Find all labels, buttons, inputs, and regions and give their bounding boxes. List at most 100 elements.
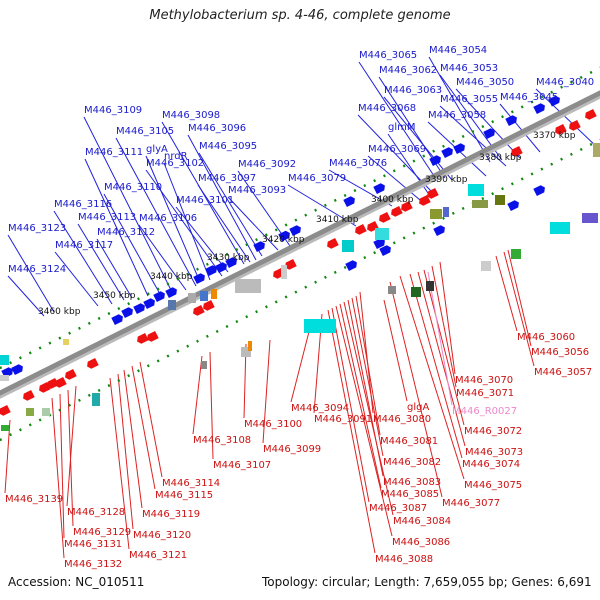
reverse-label-m446-3085: M446_3085 (381, 489, 439, 500)
reverse-label-m446-3072: M446_3072 (464, 426, 522, 437)
forward-label-m446-3116: M446_3116 (54, 199, 112, 210)
forward-label-m446-3124: M446_3124 (8, 264, 66, 275)
reverse-leader (331, 307, 370, 503)
reverse-label-m446-3119: M446_3119 (142, 509, 200, 520)
forward-leader (7, 275, 45, 317)
forward-label-glmm: glmM (388, 122, 416, 133)
reverse-leader (131, 365, 156, 490)
forward-gene-arrow (345, 260, 357, 272)
reverse-leader (192, 355, 203, 435)
reverse-label-m446-3075: M446_3075 (464, 480, 522, 491)
feature-block (426, 281, 434, 291)
feature-block (168, 300, 176, 310)
ruler-label-3390-kbp: 3390 kbp (425, 175, 468, 185)
feature-block (443, 207, 449, 217)
forward-label-nrdr: nrdR (164, 151, 188, 162)
reverse-gene-arrow (427, 187, 439, 199)
forward-gene-arrow (379, 245, 391, 257)
label-leader-lines (4, 56, 599, 559)
reverse-gene-arrow (65, 368, 77, 380)
forward-label-m446-3093: M446_3093 (228, 185, 286, 196)
reverse-label-m446-3083: M446_3083 (383, 477, 441, 488)
forward-label-m446-3062: M446_3062 (379, 65, 437, 76)
reverse-leader (209, 351, 214, 460)
feature-block (495, 195, 505, 205)
feature-block (411, 287, 421, 297)
forward-label-m446-3063: M446_3063 (384, 85, 442, 96)
reverse-leader (383, 299, 408, 402)
feature-block (281, 265, 287, 279)
forward-label-m446-3111: M446_3111 (85, 147, 143, 158)
forward-gene-arrow (373, 183, 385, 195)
reverse-leader (117, 373, 134, 530)
feature-block (468, 184, 484, 196)
reverse-label-m446-3099: M446_3099 (263, 444, 321, 455)
reverse-label-m446-3086: M446_3086 (392, 537, 450, 548)
forward-leader (187, 134, 257, 261)
ruler-label-3380-kbp: 3380 kbp (479, 153, 522, 163)
reverse-label-m446-3094: M446_3094 (291, 403, 349, 414)
forward-leader (83, 116, 173, 293)
forward-gene-arrow (278, 230, 290, 242)
forward-label-m446-3110: M446_3110 (104, 182, 162, 193)
reverse-label-m446-3056: M446_3056 (531, 347, 589, 358)
feature-block (200, 291, 208, 301)
forward-gene-arrow (153, 291, 165, 303)
feature-block (241, 347, 251, 357)
reverse-leader (503, 251, 535, 367)
forward-label-m446-3097: M446_3097 (198, 173, 256, 184)
feature-block (26, 408, 34, 416)
forward-gene-arrow (429, 155, 441, 167)
page-title: Methylobacterium sp. 4-46, complete geno… (149, 8, 451, 23)
reverse-leader (335, 305, 393, 537)
forward-label-m446-3096: M446_3096 (188, 123, 246, 134)
reverse-label-m446-3120: M446_3120 (133, 530, 191, 541)
forward-leader (115, 137, 197, 287)
reverse-label-m446-3074: M446_3074 (462, 459, 520, 470)
forward-leader (84, 158, 149, 297)
feature-block (593, 143, 600, 157)
reverse-leader (389, 281, 443, 498)
feature-block (63, 339, 69, 345)
rna-label-m446-r0027: M446_R0027 (452, 406, 517, 417)
reverse-label-m446-3091: M446_3091 (314, 414, 372, 425)
backbone (0, 90, 600, 399)
reverse-label-m446-3121: M446_3121 (129, 550, 187, 561)
forward-leader (439, 105, 507, 167)
forward-gene-arrow (215, 262, 227, 274)
forward-label-m446-3098: M446_3098 (162, 110, 220, 121)
forward-leader (96, 238, 133, 299)
reverse-gene-arrow (55, 376, 67, 388)
reverse-leader (109, 377, 130, 550)
reverse-leader (431, 265, 457, 388)
forward-gene-arrow (483, 128, 495, 140)
forward-gene-arrow (111, 314, 123, 326)
reverse-label-m446-3128: M446_3128 (67, 507, 125, 518)
forward-label-m446-3117: M446_3117 (55, 240, 113, 251)
reverse-gene-arrow (391, 205, 403, 217)
reverse-gene-arrow (193, 304, 205, 316)
reverse-leader (66, 385, 77, 507)
reverse-leader (507, 249, 532, 347)
ruler-label-3430-kbp: 3430 kbp (207, 253, 250, 263)
accession-text: Accession: NC_010511 (8, 575, 145, 589)
reverse-gene-arrow (137, 332, 149, 344)
reverse-leader (4, 419, 11, 494)
ruler-label-3400-kbp: 3400 kbp (371, 195, 414, 205)
forward-gene-arrow (548, 95, 560, 107)
gene-features (0, 95, 600, 431)
feature-block (472, 200, 488, 208)
forward-gene-arrow (193, 273, 205, 285)
forward-label-m446-3040: M446_3040 (536, 77, 594, 88)
forward-leader (455, 88, 521, 159)
forward-gene-arrow (11, 364, 23, 376)
reverse-gene-arrow (327, 237, 339, 249)
forward-leader (161, 121, 245, 265)
reverse-gene-arrow (285, 258, 297, 270)
forward-label-m446-3106: M446_3106 (139, 213, 197, 224)
ruler-label-3370-kbp: 3370 kbp (533, 131, 576, 141)
reverse-label-m446-3139: M446_3139 (5, 494, 63, 505)
reverse-label-m446-3107: M446_3107 (213, 460, 271, 471)
reverse-leader (67, 389, 74, 527)
feature-block (430, 209, 442, 219)
